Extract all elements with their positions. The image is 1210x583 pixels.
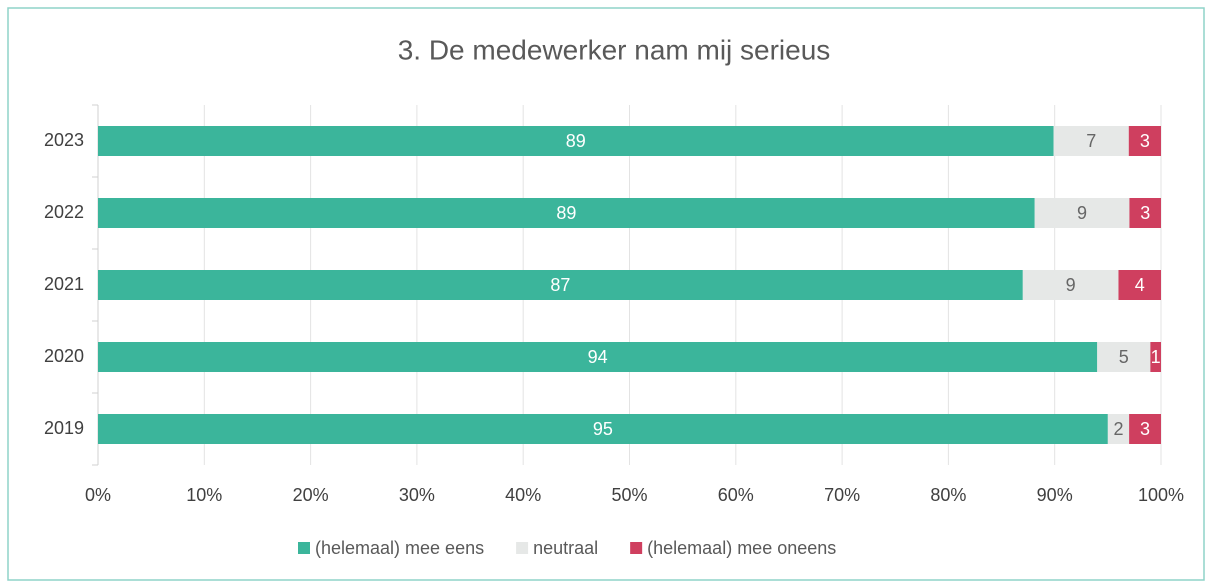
bar-segment [1107,414,1130,444]
bar-segment [98,414,1108,444]
data-label: 5 [1119,347,1129,367]
data-label: 87 [550,275,570,295]
legend-label: (helemaal) mee eens [315,538,484,558]
x-tick-label: 70% [824,485,860,505]
data-label: 94 [588,347,608,367]
bar-segment [1128,126,1161,156]
x-tick-label: 10% [186,485,222,505]
bar-segment [1129,414,1161,444]
x-tick-label: 30% [399,485,435,505]
y-tick-label: 2019 [44,418,84,438]
y-tick-label: 2022 [44,202,84,222]
data-label: 3 [1140,419,1150,439]
bar-segment [1053,126,1129,156]
data-label: 3 [1140,131,1150,151]
x-tick-label: 0% [85,485,111,505]
y-tick-label: 2021 [44,274,84,294]
chart-title: 3. De medewerker nam mij serieus [398,34,831,65]
x-tick-label: 20% [293,485,329,505]
x-tick-label: 100% [1138,485,1184,505]
data-label: 89 [566,131,586,151]
data-label: 3 [1140,203,1150,223]
data-label: 9 [1077,203,1087,223]
data-label: 95 [593,419,613,439]
bar-segment [98,342,1098,372]
bar-segment [98,270,1023,300]
bar-segment [98,126,1054,156]
data-label: 89 [556,203,576,223]
y-tick-label: 2023 [44,130,84,150]
bar-segment [1097,342,1151,372]
x-tick-label: 80% [930,485,966,505]
bar-segment [98,198,1035,228]
bar-segment [1150,342,1161,372]
data-label: 9 [1066,275,1076,295]
x-tick-label: 60% [718,485,754,505]
legend-label: neutraal [533,538,598,558]
data-label: 1 [1151,347,1161,367]
x-tick-label: 90% [1037,485,1073,505]
bar-segment [1118,270,1161,300]
y-tick-label: 2020 [44,346,84,366]
bar-segment [1034,198,1130,228]
legend-swatch [516,542,529,554]
legend-label: (helemaal) mee oneens [647,538,836,558]
bar-segment [1022,270,1119,300]
data-label: 7 [1086,131,1096,151]
legend-swatch [298,542,310,554]
x-tick-label: 40% [505,485,541,505]
legend-swatch [630,542,643,554]
x-tick-label: 50% [611,485,647,505]
bar-segment [1129,198,1161,228]
data-label: 4 [1135,275,1145,295]
data-label: 2 [1113,419,1123,439]
